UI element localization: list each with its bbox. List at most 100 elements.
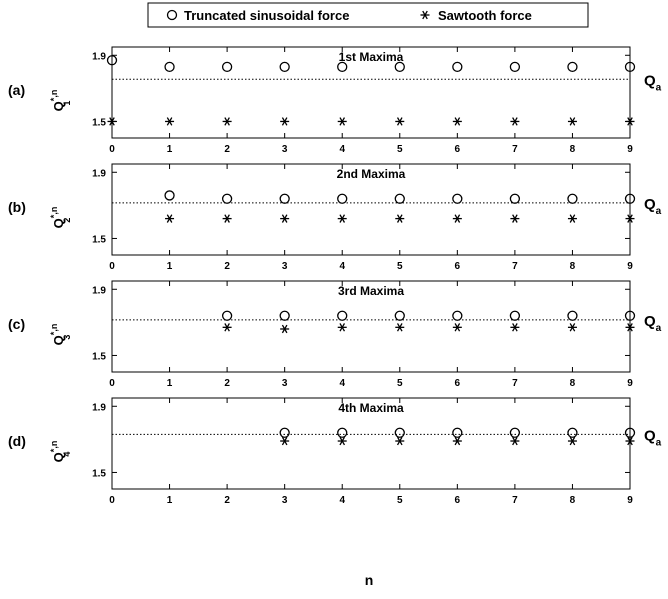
x-tick-label: 4 [339, 261, 345, 272]
x-tick-label: 5 [397, 495, 403, 506]
reference-label-main: Q [644, 427, 656, 444]
data-point-sinusoidal [394, 427, 405, 438]
y-axis-label: Q*,n4 [49, 441, 72, 463]
y-label-sup: *,n [49, 207, 59, 219]
x-tick-label: 8 [570, 378, 576, 389]
data-point-sinusoidal [221, 61, 233, 73]
panel-title: 1st Maxima [339, 50, 404, 64]
data-point-sawtooth [567, 436, 577, 446]
x-tick-label: 4 [339, 144, 345, 155]
data-point-sawtooth [395, 323, 405, 332]
data-point-sawtooth [452, 214, 462, 223]
data-point-sinusoidal [394, 310, 405, 321]
x-tick-label: 5 [397, 378, 403, 389]
panel-letter: (d) [8, 433, 26, 449]
x-tick-label: 2 [224, 261, 230, 272]
y-label-main: Q [51, 101, 66, 111]
reference-label-sub: a [656, 82, 662, 93]
reference-label-sub: a [656, 437, 662, 448]
x-tick-label: 7 [512, 495, 518, 506]
x-tick-label: 0 [109, 378, 115, 389]
reference-label-sub: a [656, 206, 662, 217]
data-point-sinusoidal [509, 61, 521, 73]
data-point-sawtooth [222, 214, 232, 223]
data-point-sawtooth [510, 117, 520, 126]
y-axis-label: Q*,n3 [49, 324, 72, 346]
data-point-sawtooth [510, 436, 520, 446]
data-point-sawtooth [625, 214, 635, 223]
data-point-sinusoidal [337, 427, 348, 438]
y-tick-label: 1.5 [92, 351, 106, 362]
data-point-sinusoidal [221, 193, 233, 204]
data-point-sawtooth [625, 117, 635, 126]
x-tick-label: 2 [224, 378, 230, 389]
x-tick-label: 0 [109, 144, 115, 155]
data-point-sinusoidal [452, 61, 463, 73]
x-tick-label: 5 [397, 261, 403, 272]
data-point-sinusoidal [509, 193, 521, 204]
data-point-sinusoidal [394, 193, 405, 204]
data-point-sawtooth [625, 323, 635, 332]
y-label-sup: *,n [49, 324, 59, 336]
data-point-sinusoidal [624, 193, 636, 204]
data-point-sinusoidal [106, 55, 118, 66]
legend-marker-asterisk [420, 10, 430, 20]
data-point-sinusoidal [337, 193, 348, 204]
y-label-sub: 1 [62, 101, 72, 106]
y-label-sub: 4 [62, 452, 72, 457]
data-point-sawtooth [510, 214, 520, 223]
panel-letter: (b) [8, 199, 26, 215]
data-point-sawtooth [337, 117, 347, 126]
x-tick-label: 6 [455, 378, 461, 389]
y-label-sup: *,n [49, 441, 59, 453]
data-point-sinusoidal [337, 61, 348, 73]
data-point-sawtooth [165, 214, 175, 223]
data-point-sawtooth [337, 323, 347, 332]
panel-title: 4th Maxima [338, 401, 404, 415]
y-axis-label: Q*,n2 [49, 207, 72, 229]
data-point-sinusoidal [567, 427, 578, 438]
panel-letter: (a) [8, 82, 25, 98]
x-tick-label: 9 [627, 144, 633, 155]
x-tick-label: 6 [455, 261, 461, 272]
axes-box [111, 163, 631, 256]
axes-box [111, 397, 631, 490]
x-tick-label: 0 [109, 261, 115, 272]
data-point-sinusoidal [164, 190, 175, 201]
x-tick-label: 6 [455, 495, 461, 506]
data-point-sawtooth [452, 117, 462, 126]
legend-box [147, 2, 589, 28]
data-point-sinusoidal [624, 61, 636, 73]
x-tick-label: 2 [224, 495, 230, 506]
legend-marker-circle [166, 9, 178, 21]
data-point-sinusoidal [221, 310, 233, 321]
y-label-main: Q [51, 335, 66, 345]
y-tick-label: 1.5 [92, 468, 106, 479]
x-axis-label: n [365, 572, 374, 588]
y-label-sup: *,n [49, 90, 59, 102]
data-point-sinusoidal [279, 310, 290, 321]
x-tick-label: 9 [627, 261, 633, 272]
reference-label-main: Q [644, 313, 656, 330]
x-tick-label: 2 [224, 144, 230, 155]
y-label-sub: 3 [62, 335, 72, 340]
data-point-sinusoidal [394, 61, 405, 73]
reference-line-label: Qa [644, 72, 662, 93]
y-label-main: Q [51, 218, 66, 228]
data-point-sinusoidal [452, 310, 463, 321]
x-tick-label: 8 [570, 261, 576, 272]
data-point-sawtooth [222, 117, 232, 126]
data-point-sinusoidal [509, 310, 521, 321]
data-point-sinusoidal [279, 427, 290, 438]
x-tick-label: 7 [512, 261, 518, 272]
reference-label-main: Q [644, 196, 656, 213]
reference-line-label: Qa [644, 427, 662, 448]
data-point-sinusoidal [452, 427, 463, 438]
y-tick-label: 1.9 [92, 51, 106, 62]
panel-title: 3rd Maxima [338, 284, 404, 298]
x-tick-label: 1 [167, 261, 173, 272]
x-tick-label: 3 [282, 378, 288, 389]
